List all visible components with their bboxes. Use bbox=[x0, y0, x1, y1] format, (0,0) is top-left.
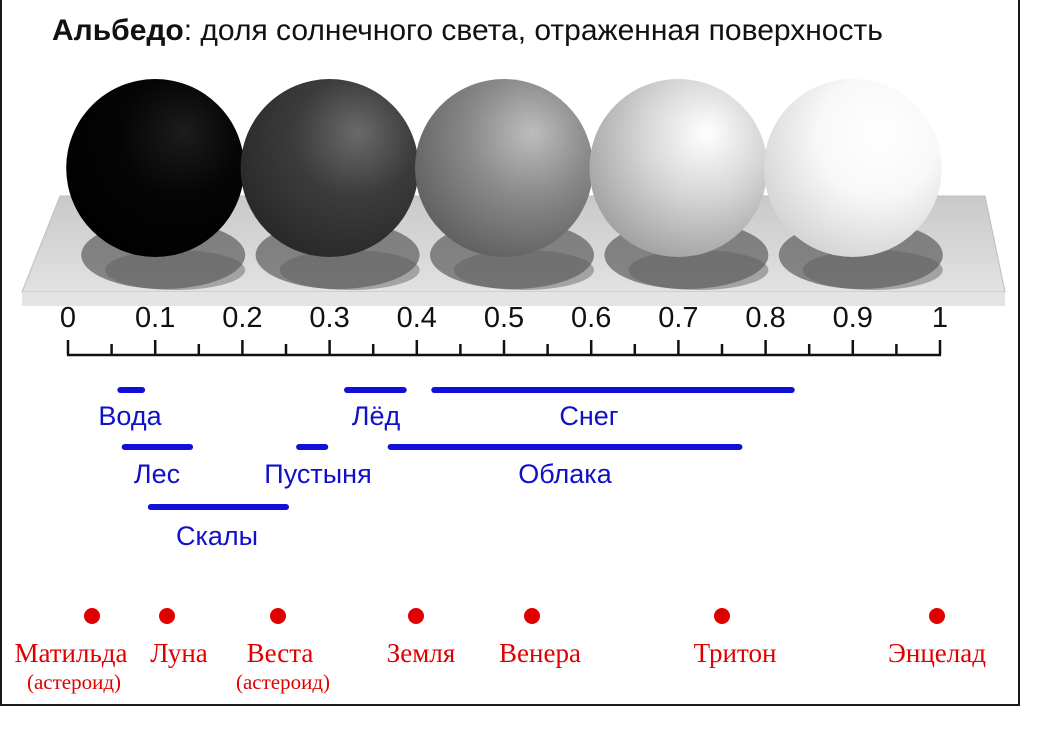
tick-label: 0.9 bbox=[833, 302, 873, 334]
body-note: (астероид) bbox=[236, 670, 330, 694]
body-dot bbox=[524, 608, 540, 624]
tick-label: 0.3 bbox=[309, 302, 349, 334]
tick-label: 0.1 bbox=[135, 302, 175, 334]
material-label: Лёд bbox=[352, 401, 401, 431]
body-name: Энцелад bbox=[888, 638, 986, 668]
material-label: Вода bbox=[98, 401, 162, 431]
sphere bbox=[763, 79, 942, 257]
material-label: Лес bbox=[134, 459, 180, 489]
body-dot bbox=[714, 608, 730, 624]
body-name: Тритон bbox=[694, 638, 777, 668]
sphere-reflection bbox=[279, 250, 420, 290]
sphere bbox=[415, 79, 593, 257]
tick-label: 0.8 bbox=[745, 302, 785, 334]
material-label: Снег bbox=[559, 401, 618, 431]
body-dot bbox=[929, 608, 945, 624]
tray-front bbox=[22, 292, 1005, 306]
body-name: Веста bbox=[247, 638, 314, 668]
body-name: Земля bbox=[387, 638, 456, 668]
tick-label: 0.6 bbox=[571, 302, 611, 334]
tick-label: 1 bbox=[932, 302, 948, 334]
sphere-reflection bbox=[454, 250, 594, 290]
diagram-title: Альбедо: доля солнечного света, отраженн… bbox=[52, 14, 883, 48]
tick-label: 0.5 bbox=[484, 302, 524, 334]
title-rest: : доля солнечного света, отраженная пове… bbox=[183, 14, 883, 47]
body-dot bbox=[270, 608, 286, 624]
body-name: Матильда bbox=[14, 638, 127, 668]
body-note: (астероид) bbox=[27, 670, 121, 694]
body-name: Луна bbox=[150, 638, 208, 668]
material-label: Скалы bbox=[176, 521, 258, 551]
sphere bbox=[589, 79, 768, 257]
sphere-reflection bbox=[105, 250, 246, 290]
sphere bbox=[66, 79, 245, 257]
material-label: Пустыня bbox=[264, 459, 371, 489]
tick-label: 0.2 bbox=[222, 302, 262, 334]
tick-label: 0.4 bbox=[397, 302, 437, 334]
body-dot bbox=[159, 608, 175, 624]
body-dot bbox=[408, 608, 424, 624]
material-label: Облака bbox=[518, 459, 612, 489]
body-name: Венера bbox=[499, 638, 581, 668]
sphere-reflection bbox=[628, 250, 769, 290]
body-dot bbox=[84, 608, 100, 624]
title-bold: Альбедо bbox=[52, 14, 184, 47]
tick-label: 0 bbox=[60, 302, 76, 334]
sphere bbox=[240, 79, 419, 257]
tick-label: 0.7 bbox=[658, 302, 698, 334]
sphere-reflection bbox=[802, 250, 943, 290]
